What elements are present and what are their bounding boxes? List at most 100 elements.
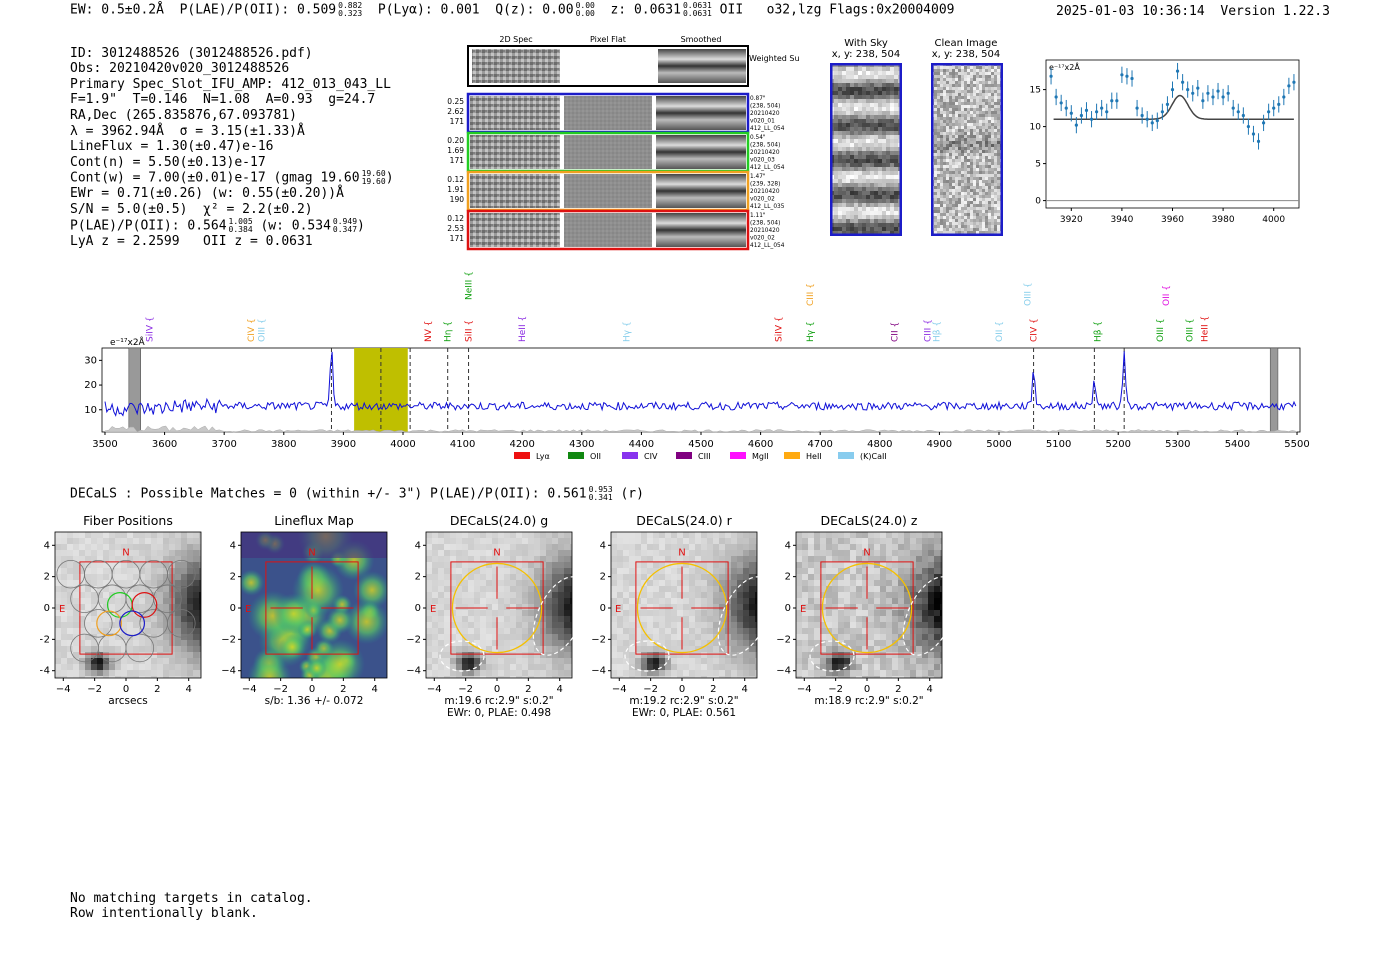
cutout-meta: 412_LL_054 bbox=[750, 126, 785, 132]
cutout-meta: 20210420 bbox=[750, 150, 780, 156]
zoom-data-point bbox=[1074, 116, 1078, 134]
zoom-data-point bbox=[1191, 85, 1195, 102]
north-label: N bbox=[863, 547, 870, 558]
image-panel: DECaLS(24.0) r N E −4 −4 −2 −2 0 0 2 2 4 4 m:19.2 rc:… bbox=[591, 513, 773, 719]
legend-entry: HeII bbox=[806, 452, 822, 461]
panel-xlabel: arcsecs bbox=[108, 695, 147, 707]
zoom-xtick: 4000 bbox=[1262, 215, 1285, 225]
spectrum-xtick: 4100 bbox=[450, 439, 475, 450]
header-ew: EW: 0.5±0.2Å bbox=[70, 2, 164, 18]
header-meta: 2025-01-03 10:36:14 Version 1.22.3 bbox=[1056, 4, 1330, 19]
aperture-circle bbox=[636, 562, 728, 654]
zoom-data-point bbox=[1155, 112, 1159, 129]
zoom-ytick: 15 bbox=[1030, 86, 1041, 96]
panel-ytick: 4 bbox=[600, 540, 606, 551]
panel-ytick: −2 bbox=[40, 634, 50, 645]
cutout-meta: 1.11" bbox=[750, 213, 766, 219]
north-label: N bbox=[678, 547, 685, 558]
zoom-data-point bbox=[1261, 114, 1266, 132]
imaging-panels: Fiber Positions N E −4 −4 −2 −2 0 0 2 2 4 4 arcsecs Li… bbox=[40, 513, 958, 719]
panel-xtick: 4 bbox=[742, 684, 748, 695]
header-plae-lo: 0.323 bbox=[338, 9, 363, 18]
zoom-data-point bbox=[1069, 105, 1073, 122]
cutout-meta: v020_01 bbox=[750, 119, 775, 125]
fiber-circle bbox=[125, 633, 155, 663]
panel-ytick: −4 bbox=[221, 666, 236, 677]
fiber-circle bbox=[84, 609, 113, 638]
panel-xtick: −4 bbox=[56, 684, 71, 695]
selected-fiber bbox=[131, 592, 158, 618]
header-flags: o32,lzg Flags:0x20004009 bbox=[766, 2, 955, 18]
zoom-ytick: 5 bbox=[1035, 160, 1041, 170]
panel-xtick: 2 bbox=[154, 684, 160, 695]
panel-ytick: 4 bbox=[44, 540, 50, 551]
emission-line-label: OIII { bbox=[258, 318, 268, 342]
cutout-stat: 0.12 bbox=[447, 175, 464, 184]
east-label: E bbox=[800, 604, 806, 615]
zoom-data-point bbox=[1135, 99, 1139, 117]
zoom-spectrum-plot: 0 5 10 15 3920 3940 3960 3980 4000 e⁻¹⁷x2Å bbox=[1030, 59, 1300, 225]
emission-line-label: Hγ { bbox=[806, 321, 816, 342]
east-label: E bbox=[430, 604, 436, 615]
header-z-lo: 0.0631 bbox=[682, 9, 712, 18]
zoom-data-point bbox=[1160, 103, 1164, 120]
panel-xtick: −4 bbox=[797, 684, 812, 695]
search-box bbox=[820, 561, 914, 655]
panel-xtick: −2 bbox=[458, 684, 473, 695]
cutout-stat: 0.20 bbox=[447, 136, 464, 145]
full-spectrum-plot: 10 20 30 3500 3600 3700 3800 3900 4000 4100 4200 43… bbox=[84, 271, 1309, 461]
cutout-stat: 171 bbox=[450, 234, 465, 243]
emission-line-label: CIII { bbox=[923, 319, 933, 342]
zoom-data-point bbox=[1226, 85, 1230, 102]
cutout-meta: 412_LL_054 bbox=[750, 165, 785, 171]
legend-entry: (K)CaII bbox=[860, 452, 887, 461]
catalog-ellipse bbox=[809, 640, 855, 672]
emission-line-label: Hγ { bbox=[622, 321, 632, 342]
panel-xlabel: m:18.9 rc:2.9" s:0.2" bbox=[814, 695, 923, 707]
header-plae-hi: 0.882 bbox=[338, 1, 363, 10]
panel-xtick: 4 bbox=[927, 684, 933, 695]
clean-image bbox=[931, 63, 1003, 236]
panel-ytick: −4 bbox=[776, 666, 791, 677]
with-sky-title: With Sky x, y: 238, 504 bbox=[831, 38, 901, 60]
emission-line-label: SiIV { bbox=[146, 316, 156, 342]
zoom-data-point bbox=[1105, 103, 1109, 120]
cutout-meta: 412_LL_035 bbox=[750, 204, 785, 210]
clean-image-title: Clean Image x, y: 238, 504 bbox=[931, 38, 1001, 60]
emission-line-label: CII { bbox=[891, 322, 901, 342]
zoom-data-point bbox=[1089, 111, 1094, 128]
panel-xtick: −4 bbox=[612, 684, 627, 695]
masked-region bbox=[1269, 347, 1279, 433]
legend-entry: Lyα bbox=[536, 452, 550, 461]
panel-xtick: 2 bbox=[340, 684, 346, 695]
zoom-data-point bbox=[1054, 88, 1058, 106]
panel-ytick: 0 bbox=[44, 603, 50, 614]
cutout-stat: 2.62 bbox=[447, 107, 464, 116]
zoom-data-point bbox=[1049, 68, 1053, 85]
zoom-data-point bbox=[1170, 81, 1175, 98]
search-box bbox=[79, 561, 173, 655]
info-sn: S/N = 5.0(±0.5) χ² = 2.2(±0.2) bbox=[70, 202, 313, 218]
panel-ytick: −4 bbox=[591, 666, 606, 677]
spectrum-xtick: 4500 bbox=[688, 439, 713, 450]
emission-line-label: OIII { bbox=[1156, 318, 1166, 342]
image-panel: Lineflux Map N E −4 −4 −2 −2 0 0 2 2 4 4 s/b: 1.36 +/… bbox=[221, 513, 388, 707]
zoom-xtick: 3980 bbox=[1212, 215, 1235, 225]
noise-floor bbox=[104, 425, 1298, 433]
info-lambda: λ = 3962.94Å σ = 3.15(±1.33)Å bbox=[70, 123, 305, 139]
fiber-circle bbox=[167, 609, 196, 638]
zoom-data-point bbox=[1059, 94, 1063, 112]
zoom-data-point bbox=[1150, 114, 1154, 132]
panel-xtick: −2 bbox=[87, 684, 102, 695]
search-box bbox=[265, 561, 359, 655]
spectrum-xtick: 3500 bbox=[92, 439, 117, 450]
spectrum-ytick: 30 bbox=[84, 355, 97, 366]
info-spec: Primary Spec_Slot_IFU_AMP: 412_013_043_L… bbox=[70, 76, 391, 92]
zoom-data-point bbox=[1272, 99, 1276, 117]
panel-title: Fiber Positions bbox=[83, 513, 173, 528]
legend-entry: MgII bbox=[752, 452, 769, 461]
cutout-stat: 171 bbox=[450, 117, 465, 126]
zoom-data-point bbox=[1079, 107, 1084, 124]
